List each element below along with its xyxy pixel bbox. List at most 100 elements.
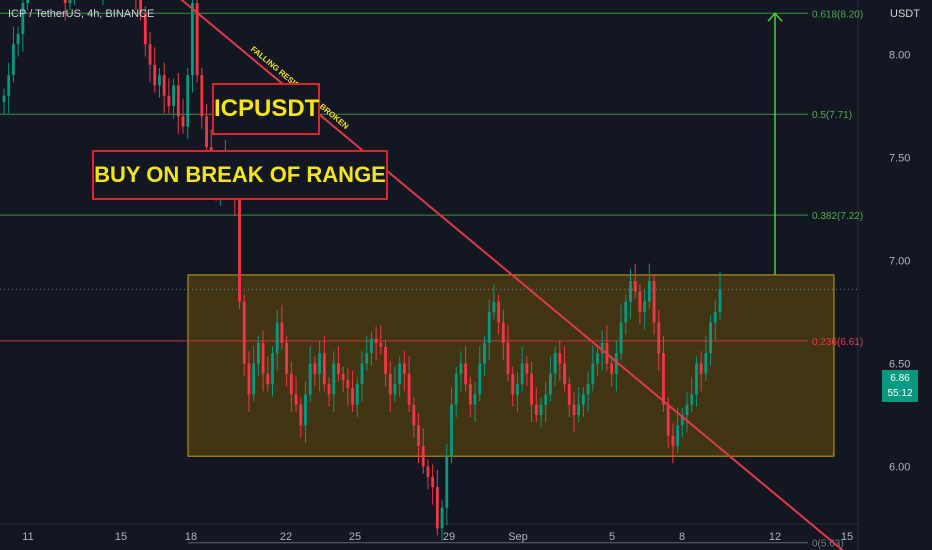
- x-tick-label: 5: [609, 531, 615, 543]
- candle-body: [332, 363, 336, 395]
- x-tick-label: 15: [115, 531, 127, 543]
- callout-ticker: ICPUSDT: [212, 83, 320, 135]
- candle-body: [285, 342, 289, 374]
- candle-body: [271, 353, 274, 385]
- candle-body: [200, 75, 204, 117]
- candle-body: [539, 404, 543, 415]
- candle-body: [148, 44, 152, 65]
- candle-body: [195, 3, 199, 76]
- candle-body: [704, 353, 708, 374]
- candle-body: [629, 281, 632, 302]
- candle-body: [483, 342, 486, 364]
- candle-body: [172, 85, 175, 106]
- candle-body: [440, 507, 444, 529]
- candle-body: [337, 363, 340, 374]
- candle-body: [450, 404, 453, 457]
- fib-level-label: 0(5.63): [812, 539, 844, 550]
- candle-body: [709, 322, 712, 354]
- y-tick-label: 8.00: [889, 50, 910, 62]
- candle-body: [558, 353, 562, 364]
- candle-body: [572, 404, 576, 415]
- x-tick-label: 18: [185, 531, 197, 543]
- candle-body: [68, 0, 72, 3]
- candle-body: [464, 363, 468, 385]
- candle-body: [143, 13, 147, 45]
- candle-body: [685, 404, 689, 415]
- candle-body: [167, 95, 171, 106]
- candle-body: [186, 75, 190, 127]
- candle-body: [261, 342, 265, 374]
- candle-body: [398, 363, 402, 385]
- candle-body: [468, 384, 472, 405]
- candle-body: [638, 291, 642, 312]
- candle-body: [289, 373, 293, 395]
- candle-body: [417, 425, 420, 446]
- x-tick-label: 25: [349, 531, 361, 543]
- candle-body: [402, 363, 406, 374]
- candle-body: [384, 347, 387, 374]
- candle-body: [379, 342, 383, 348]
- candle-body: [12, 44, 15, 76]
- candle-body: [600, 342, 604, 354]
- candle-body: [266, 373, 270, 385]
- x-tick-label: 11: [22, 531, 33, 543]
- candle-body: [619, 322, 623, 354]
- candle-body: [176, 85, 180, 117]
- y-tick-label: 7.50: [889, 153, 910, 165]
- candle-body: [252, 363, 256, 395]
- last-price-value: 6.86: [890, 373, 910, 384]
- candle-body: [2, 95, 6, 102]
- candle-body: [153, 64, 157, 86]
- candle-body: [431, 476, 435, 488]
- range-box: [187, 274, 835, 457]
- candle-body: [412, 404, 416, 426]
- candle-body: [718, 289, 722, 312]
- candle-body: [421, 445, 425, 467]
- candle-body: [191, 3, 194, 76]
- x-tick-label: 29: [443, 531, 455, 543]
- candle-body: [16, 33, 20, 45]
- candle-body: [360, 363, 364, 385]
- candle-body: [407, 373, 411, 405]
- y-tick-label: 7.00: [889, 256, 910, 268]
- x-tick-label: 22: [280, 531, 292, 543]
- candle-body: [473, 394, 477, 405]
- candle-body: [445, 456, 449, 508]
- candle-body: [388, 373, 392, 395]
- fib-level-label: 0.618(8.20): [812, 9, 863, 20]
- candle-body: [327, 384, 331, 395]
- y-tick-label: 6.00: [889, 462, 910, 474]
- candle-body: [318, 353, 322, 374]
- candle-body: [680, 415, 684, 426]
- candle-body: [181, 116, 185, 127]
- candle-body: [374, 338, 378, 343]
- candle-body: [370, 338, 373, 354]
- candle-body: [530, 373, 533, 405]
- candle-body: [553, 353, 557, 374]
- bar-countdown: 55:12: [887, 388, 913, 399]
- candle-body: [426, 466, 430, 477]
- candle-body: [657, 322, 661, 354]
- fib-level-label: 0.5(7.71): [812, 110, 852, 121]
- candle-body: [511, 373, 515, 395]
- candle-body: [614, 353, 618, 374]
- price-unit-label: USDT: [890, 8, 920, 20]
- candle-body: [162, 75, 166, 96]
- candle-body: [435, 487, 439, 529]
- candle-body: [21, 3, 25, 34]
- candle-body: [563, 363, 566, 385]
- candle-body: [205, 116, 208, 148]
- falling-resistance-trendline: [180, 0, 844, 550]
- candle-body: [610, 363, 614, 374]
- candle-body: [497, 301, 501, 323]
- candle-body: [501, 322, 505, 343]
- candle-body: [247, 363, 251, 395]
- candle-body: [676, 425, 680, 446]
- fib-level-label: 0.236(6.61): [812, 337, 863, 348]
- candle-body: [520, 363, 524, 385]
- candle-body: [459, 363, 463, 374]
- candle-body: [275, 322, 279, 354]
- x-tick-label: 12: [769, 531, 781, 543]
